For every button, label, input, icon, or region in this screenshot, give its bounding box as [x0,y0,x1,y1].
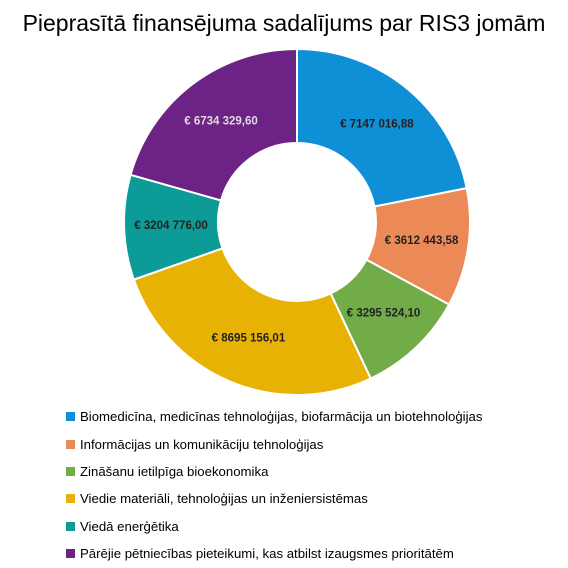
data-label-5: € 3204 776,00 [134,220,208,232]
legend-swatch [66,466,75,476]
legend: Biomedicīna, medicīnas tehnoloģijas, bio… [66,403,482,567]
legend-label: Viedie materiāli, tehnoloģijas un inženi… [80,491,368,507]
legend-swatch [66,412,75,422]
legend-swatch [66,549,75,559]
legend-label: Zināšanu ietilpīga bioekonomika [80,463,269,479]
legend-item-1: Biomedicīna, medicīnas tehnoloģijas, bio… [66,403,482,430]
legend-item-4: Viedie materiāli, tehnoloģijas un inženi… [66,485,482,512]
chart-title: Pieprasītā finansējuma sadalījums par RI… [22,10,546,36]
legend-item-5: Viedā enerģētika [66,513,482,540]
data-labels: € 7147 016,88 € 3612 443,58 € 3295 524,10 €… [134,115,459,344]
data-label-3: € 3295 524,10 [347,308,421,320]
data-label-4: € 8695 156,01 [212,332,286,344]
donut-slice-4 [132,247,373,396]
legend-swatch [66,521,75,531]
data-label-1: € 7147 016,88 [340,119,414,131]
legend-label: Informācijas un komunikāciju tehnoloģija… [80,436,324,452]
donut-slice-1 [296,47,468,208]
donut-slice-6 [129,47,298,202]
legend-item-2: Informācijas un komunikāciju tehnoloģija… [66,430,482,457]
legend-label: Pārējie pētniecības pieteikumi, kas atbi… [80,546,454,562]
data-label-2: € 3612 443,58 [385,235,459,247]
donut-chart: € 7147 016,88 € 3612 443,58 € 3295 524,10 €… [123,47,471,396]
data-label-6: € 6734 329,60 [184,115,258,127]
legend-swatch [66,494,75,504]
donut-slices [123,47,471,396]
legend-item-6: Pārējie pētniecības pieteikumi, kas atbi… [66,540,482,567]
legend-label: Viedā enerģētika [80,518,179,534]
legend-swatch [66,439,75,449]
legend-label: Biomedicīna, medicīnas tehnoloģijas, bio… [80,409,483,425]
legend-item-3: Zināšanu ietilpīga bioekonomika [66,458,482,485]
